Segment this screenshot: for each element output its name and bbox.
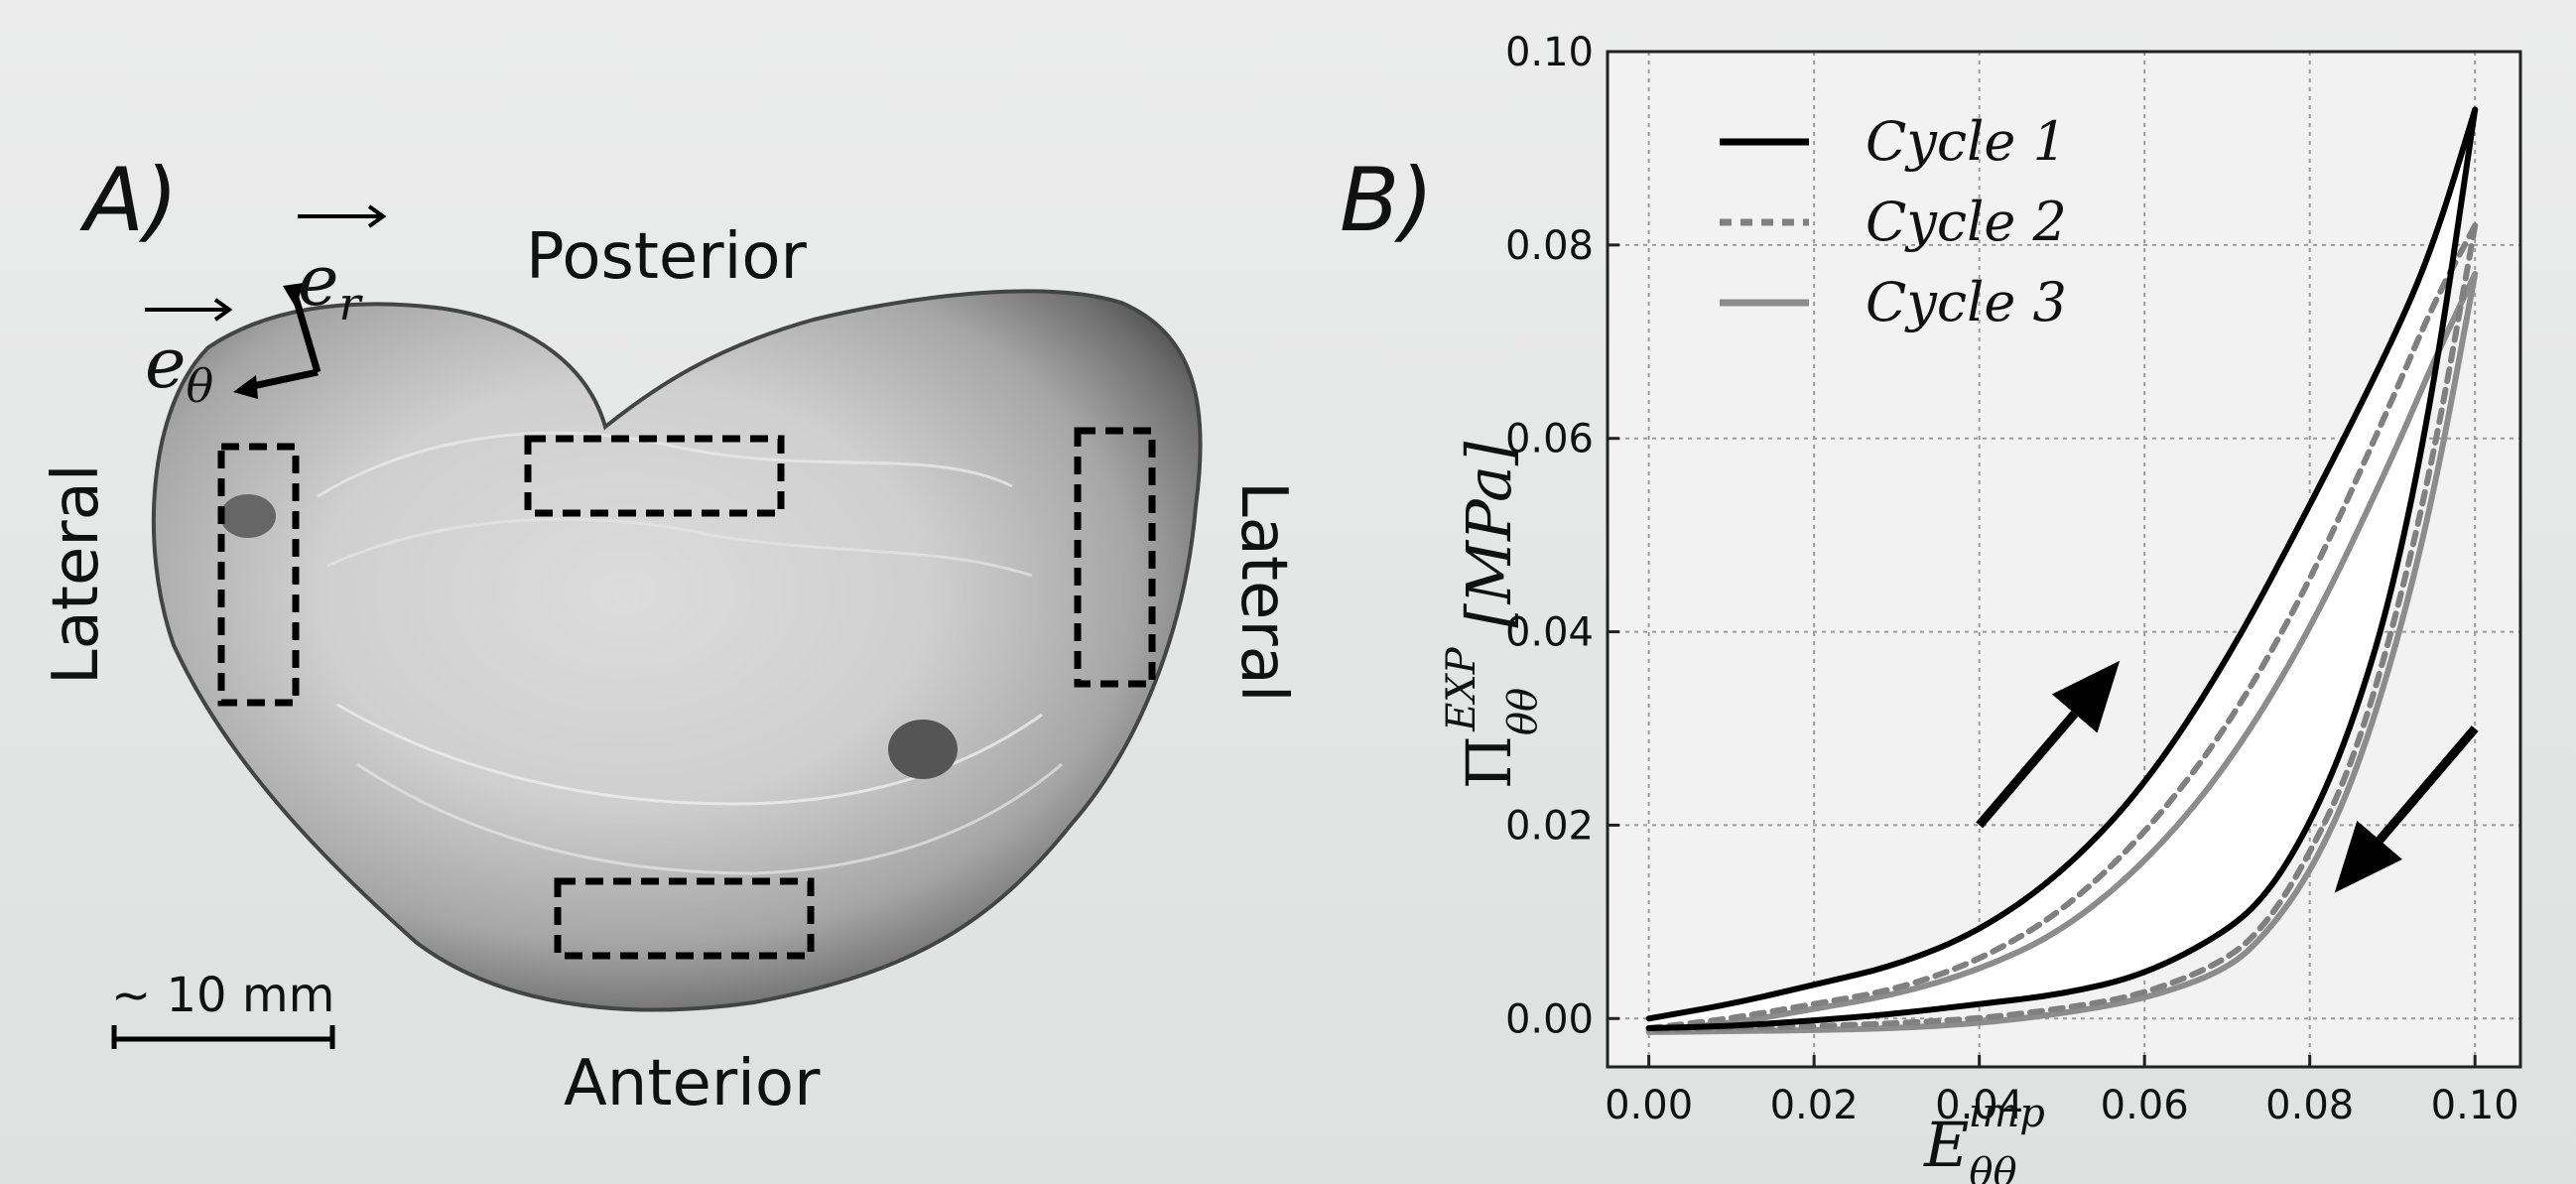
lateral-right-label: Lateral	[1226, 481, 1300, 703]
panel-b-label: B)	[1340, 149, 1434, 251]
legend-label: Cycle 1	[1866, 110, 2067, 173]
arrow-down-left-shaft	[2376, 725, 2479, 844]
x-tick-label: 0.08	[2265, 1083, 2354, 1128]
x-tick-label: 0.06	[2101, 1083, 2189, 1128]
chart-series	[1645, 106, 2479, 1035]
arrow-up-right-head	[2051, 660, 2121, 733]
arrow-down-left-head	[2334, 820, 2402, 893]
series-line-cycle-1-loading	[1645, 106, 2479, 1022]
y-tick-label: 0.06	[1505, 417, 1594, 462]
series-line-cycle-1-unloading	[1645, 106, 2479, 1032]
anterior-label: Anterior	[564, 1047, 821, 1120]
scale-bar	[111, 1025, 335, 1049]
series-line-cycle-2-unloading	[1645, 222, 2479, 1033]
y-tick-label: 0.04	[1505, 610, 1594, 656]
arrow-up-right-shaft	[1976, 711, 2079, 829]
scale-bar-label: ~ 10 mm	[111, 968, 335, 1023]
series-line-cycle-3-unloading	[1645, 271, 2479, 1035]
sample-region-posterior	[524, 435, 785, 517]
sample-region-lateral-right	[1074, 427, 1156, 688]
panel-a-label: A)	[84, 149, 179, 251]
meniscus-specimen-image	[151, 289, 1203, 1012]
series-line-cycle-3-loading	[1645, 271, 2479, 1033]
stress-strain-chart: 0.00 0.02 0.04 0.06 0.08 0.10 0.00 0.02 0.04 0.06…	[1439, 30, 2522, 1184]
y-axis-label: ΠθθEXP [MPa]	[1439, 441, 1546, 789]
y-tick-label: 0.02	[1505, 803, 1594, 849]
chart-legend: Cycle 1 Cycle 2 Cycle 3	[1720, 110, 2067, 333]
series-line-cycle-2-loading	[1645, 222, 2479, 1032]
plot-frame	[1606, 50, 2522, 1069]
posterior-label: Posterior	[526, 220, 807, 294]
x-tick-label: 0.02	[1770, 1083, 1859, 1128]
coordinate-axes-icon	[145, 204, 387, 399]
hysteresis-area	[1648, 109, 2476, 1029]
chart-arrows	[1976, 660, 2479, 893]
legend-label: Cycle 2	[1866, 191, 2067, 253]
chart-ticks: 0.00 0.02 0.04 0.06 0.08 0.10 0.00 0.02 0.04 0.06…	[1505, 30, 2519, 1128]
y-tick-label: 0.08	[1505, 223, 1594, 269]
vector-theta-label: eθ	[145, 323, 214, 413]
sample-region-anterior	[554, 877, 815, 960]
sample-region-lateral-left	[217, 443, 300, 707]
legend-label: Cycle 3	[1866, 271, 2067, 333]
lateral-left-label: Lateral	[40, 463, 113, 685]
y-tick-label: 0.10	[1505, 30, 1594, 75]
x-tick-label: 0.00	[1605, 1083, 1693, 1128]
x-tick-label: 0.10	[2431, 1083, 2519, 1128]
x-tick-label: 0.04	[1935, 1083, 2023, 1128]
vector-r-label: er	[298, 240, 361, 330]
y-tick-label: 0.00	[1505, 996, 1594, 1042]
